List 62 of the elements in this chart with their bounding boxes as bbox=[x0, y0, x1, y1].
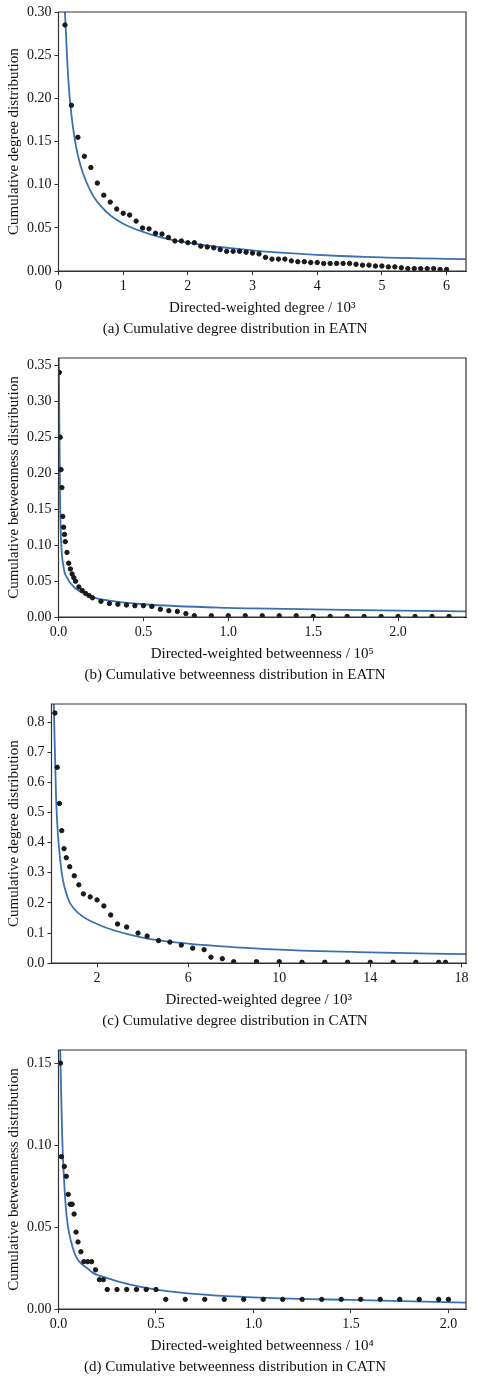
x-tick-label: 1.5 bbox=[304, 624, 322, 640]
x-tick-label: 18 bbox=[454, 970, 469, 986]
x-tick-label: 0.5 bbox=[134, 624, 153, 640]
y-tick-label: 0.00 bbox=[27, 262, 52, 278]
y-tick-label: 0.10 bbox=[27, 176, 52, 192]
x-tick-label: 2.0 bbox=[439, 1316, 458, 1332]
y-axis-title: Cumulative betweenness distribution bbox=[4, 375, 21, 599]
y-tick-label: 0.15 bbox=[27, 500, 52, 516]
y-tick-label: 0.05 bbox=[27, 1218, 52, 1234]
y-tick-label: 0.00 bbox=[27, 608, 52, 624]
x-tick-label: 2.0 bbox=[389, 624, 407, 640]
y-tick-label: 0.25 bbox=[27, 46, 52, 62]
y-tick-label: 0.30 bbox=[27, 392, 52, 408]
x-axis-title: Directed-weighted degree / 10³ bbox=[169, 298, 356, 315]
y-tick-label: 0.35 bbox=[27, 356, 52, 372]
x-tick-label: 14 bbox=[363, 970, 378, 986]
y-tick-label: 0.25 bbox=[27, 428, 52, 444]
y-tick-label: 0.15 bbox=[27, 1054, 52, 1070]
y-tick-label: 0.10 bbox=[27, 1136, 52, 1152]
x-tick-label: 1.5 bbox=[342, 1316, 360, 1332]
y-axis-title: Cumulative degree distribution bbox=[4, 739, 21, 927]
text: (b) Cumulative betweenness distribution in EATN bbox=[84, 665, 386, 683]
x-tick-label: 2 bbox=[184, 278, 192, 294]
x-tick-label: 3 bbox=[249, 278, 257, 294]
x-tick-label: 0 bbox=[55, 278, 62, 294]
x-tick-label: 1 bbox=[119, 278, 127, 294]
text: (d) Cumulative betweenness distribution in CATN bbox=[83, 1357, 387, 1375]
y-tick-label: 0.4 bbox=[27, 834, 45, 850]
y-tick-label: 0.5 bbox=[27, 804, 45, 820]
y-tick-label: 0.30 bbox=[27, 3, 52, 19]
text: (c) Cumulative degree distribution in CATN bbox=[102, 1011, 368, 1029]
y-tick-label: 0.3 bbox=[27, 864, 45, 880]
y-tick-label: 0.8 bbox=[27, 713, 45, 729]
x-tick-label: 1.0 bbox=[219, 624, 238, 640]
x-tick-label: 4 bbox=[313, 278, 321, 294]
y-tick-label: 0.05 bbox=[27, 572, 52, 588]
y-tick-label: 0.2 bbox=[27, 894, 45, 910]
x-axis-title: Directed-weighted betweenness / 10⁴ bbox=[150, 1336, 374, 1353]
y-tick-label: 0.15 bbox=[27, 133, 52, 149]
y-tick-label: 0.00 bbox=[27, 1300, 52, 1316]
y-tick-label: 0.6 bbox=[27, 774, 45, 790]
x-tick-label: 2 bbox=[93, 970, 101, 986]
x-axis-title: Directed-weighted betweenness / 10⁵ bbox=[150, 644, 374, 661]
x-tick-label: 6 bbox=[184, 970, 192, 986]
x-tick-label: 10 bbox=[272, 970, 287, 986]
y-tick-label: 0.20 bbox=[27, 90, 52, 106]
x-tick-label: 0.0 bbox=[49, 1316, 68, 1332]
x-tick-label: 0.5 bbox=[147, 1316, 165, 1332]
y-tick-label: 0.10 bbox=[27, 536, 52, 552]
y-tick-label: 0.20 bbox=[27, 464, 52, 480]
x-tick-label: 6 bbox=[443, 278, 451, 294]
x-tick-label: 5 bbox=[378, 278, 386, 294]
y-axis-title: Cumulative betweenness distribution bbox=[4, 1067, 21, 1291]
y-axis-title: Cumulative degree distribution bbox=[4, 47, 21, 235]
x-axis-title: Directed-weighted degree / 10³ bbox=[165, 990, 353, 1007]
y-tick-label: 0.1 bbox=[27, 924, 45, 940]
x-tick-label: 1.0 bbox=[244, 1316, 263, 1332]
y-tick-label: 0.0 bbox=[27, 954, 45, 970]
x-tick-label: 0.0 bbox=[49, 624, 68, 640]
y-tick-label: 0.05 bbox=[27, 219, 52, 235]
y-tick-label: 0.7 bbox=[27, 743, 45, 759]
text: (a) Cumulative degree distribution in EATN bbox=[102, 319, 368, 337]
